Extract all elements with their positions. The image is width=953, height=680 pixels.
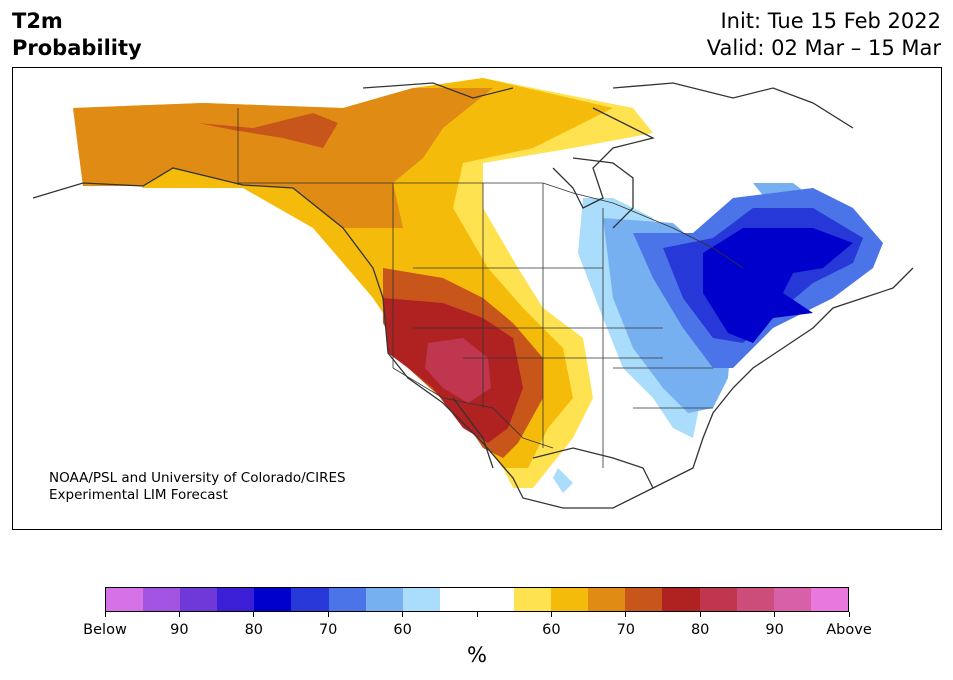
- colorbar-cell: [662, 588, 700, 611]
- colorbar-tick-label: 80: [244, 622, 264, 638]
- title-line-1: T2m: [12, 9, 63, 33]
- colorbar-cell: [291, 588, 329, 611]
- colorbar-tick-label: Above: [826, 622, 872, 638]
- below-normal-shading: [553, 183, 883, 493]
- colorbar-tick-label: 80: [690, 622, 710, 638]
- us-mexico-border: [392, 367, 554, 449]
- colorbar-cell: [625, 588, 663, 611]
- colorbar-cell: [328, 588, 366, 611]
- colorbar-tick: [178, 612, 180, 617]
- colorbar-cell: [402, 588, 440, 611]
- us-canada-border: [238, 182, 744, 269]
- colorbar-cell: [736, 588, 774, 611]
- colorbar-cell: [180, 588, 218, 611]
- colorbar-tick: [774, 612, 776, 617]
- colorbar-tick-label: 70: [616, 622, 636, 638]
- colorbar-cell: [514, 588, 552, 611]
- colorbar-tick: [327, 612, 329, 617]
- colorbar-tick: [625, 612, 627, 617]
- colorbar-tick-label: 90: [170, 622, 189, 638]
- colorbar: [105, 587, 849, 612]
- coastlines: [32, 82, 914, 509]
- above-normal-shading: [73, 78, 653, 488]
- colorbar-tick-label: 60: [393, 622, 412, 638]
- colorbar-tick-label: 90: [765, 622, 784, 638]
- attribution-line-2: Experimental LIM Forecast: [49, 487, 228, 503]
- colorbar-tick: [699, 612, 701, 617]
- title-line-2: Probability: [12, 36, 142, 60]
- colorbar-cell: [476, 588, 515, 611]
- attribution: NOAA/PSL and University of Colorado/CIRE…: [49, 470, 346, 504]
- gulf-coast: [532, 447, 654, 489]
- attribution-line-1: NOAA/PSL and University of Colorado/CIRE…: [49, 470, 346, 486]
- colorbar-tick-label: 60: [542, 622, 561, 638]
- colorbar-tick: [402, 612, 404, 617]
- interior-boundaries: [237, 108, 713, 468]
- colorbar-cell: [773, 588, 811, 611]
- north-america-coastline: [32, 107, 914, 509]
- colorbar-tick-label: Below: [83, 622, 127, 638]
- colorbar-tick: [253, 612, 255, 617]
- colorbar-cell: [106, 588, 144, 611]
- valid-dates: Valid: 02 Mar – 15 Mar: [706, 36, 941, 60]
- colorbar-cell: [217, 588, 255, 611]
- below-80-region: [703, 228, 853, 343]
- colorbar-cell: [143, 588, 181, 611]
- colorbar-tick: [848, 612, 850, 617]
- colorbar-cell: [810, 588, 848, 611]
- forecast-dates: Init: Tue 15 Feb 2022 Valid: 02 Mar – 15…: [707, 8, 941, 62]
- arctic-islands: [362, 82, 854, 129]
- hudson-bay: [572, 157, 634, 229]
- colorbar-cell: [254, 588, 292, 611]
- colorbar-tick: [476, 612, 478, 617]
- above-70-region: [73, 88, 493, 228]
- map-panel: [12, 67, 942, 530]
- colorbar-tick-label: 70: [318, 622, 338, 638]
- above-85-region: [425, 338, 491, 403]
- colorbar-tick: [550, 612, 552, 617]
- colorbar-cell: [588, 588, 626, 611]
- colorbar-unit: %: [467, 643, 487, 667]
- probability-map: [32, 78, 914, 509]
- colorbar-cell: [699, 588, 737, 611]
- colorbar-cell: [365, 588, 403, 611]
- colorbar-cell: [551, 588, 589, 611]
- colorbar-tick: [104, 612, 106, 617]
- init-date: Init: Tue 15 Feb 2022: [720, 9, 941, 33]
- chart-title: T2m Probability: [12, 8, 142, 62]
- colorbar-cell: [439, 588, 477, 611]
- political-borders: [237, 108, 744, 468]
- baja-peninsula: [452, 397, 494, 469]
